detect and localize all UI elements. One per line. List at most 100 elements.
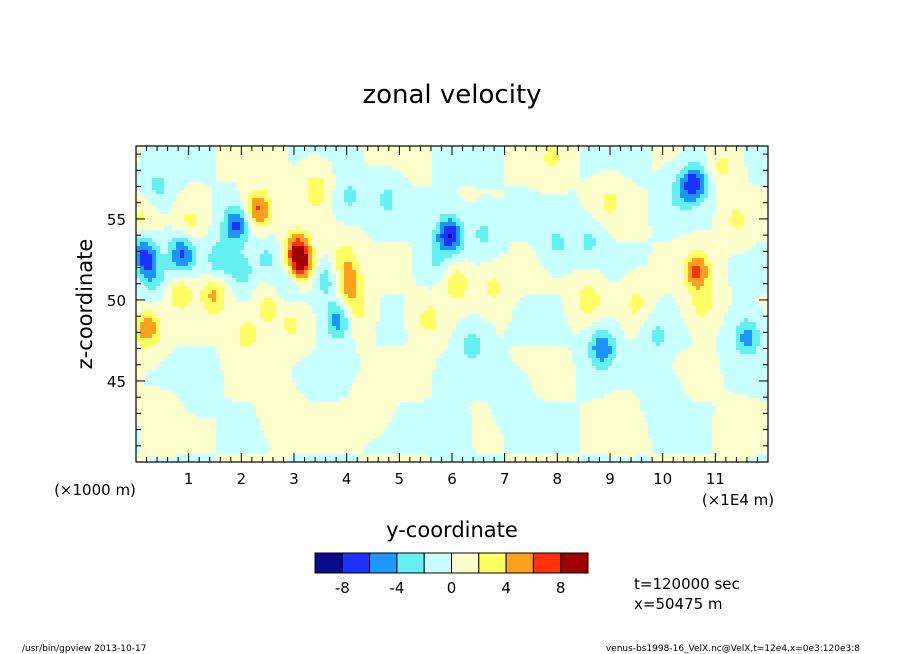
field-cell bbox=[496, 194, 501, 199]
field-cell bbox=[576, 186, 581, 191]
field-cell bbox=[192, 230, 197, 235]
field-cell bbox=[232, 218, 237, 223]
field-cell bbox=[696, 230, 701, 235]
field-cell bbox=[164, 190, 169, 195]
field-cell bbox=[444, 150, 449, 155]
field-cell bbox=[144, 206, 149, 211]
field-cell bbox=[176, 250, 181, 255]
field-cell bbox=[500, 270, 505, 275]
field-cell bbox=[580, 186, 585, 191]
field-cell bbox=[420, 202, 425, 207]
field-cell bbox=[196, 254, 201, 259]
field-cell bbox=[760, 198, 765, 203]
field-cell bbox=[384, 230, 389, 235]
field-cell bbox=[428, 214, 433, 219]
field-cell bbox=[204, 162, 209, 167]
field-cell bbox=[328, 202, 333, 207]
field-cell bbox=[560, 210, 565, 215]
field-cell bbox=[292, 218, 297, 223]
field-cell bbox=[552, 222, 557, 227]
field-cell bbox=[432, 270, 437, 275]
field-cell bbox=[712, 154, 717, 159]
field-cell bbox=[200, 206, 205, 211]
field-cell bbox=[196, 186, 201, 191]
field-cell bbox=[312, 222, 317, 227]
field-cell bbox=[632, 246, 637, 251]
field-cell bbox=[624, 178, 629, 183]
field-cell bbox=[452, 178, 457, 183]
field-cell bbox=[204, 230, 209, 235]
field-cell bbox=[520, 246, 525, 251]
field-cell bbox=[684, 190, 689, 195]
field-cell bbox=[380, 146, 385, 151]
field-cell bbox=[304, 178, 309, 183]
field-cell bbox=[140, 270, 145, 275]
field-cell bbox=[488, 230, 493, 235]
field-cell bbox=[564, 262, 569, 267]
field-cell bbox=[696, 254, 701, 259]
field-cell bbox=[396, 146, 401, 151]
field-cell bbox=[260, 162, 265, 167]
field-cell bbox=[320, 162, 325, 167]
field-cell bbox=[364, 266, 369, 271]
field-cell bbox=[432, 202, 437, 207]
field-cell bbox=[604, 158, 609, 163]
field-cell bbox=[236, 198, 241, 203]
field-cell bbox=[760, 214, 765, 219]
field-cell bbox=[752, 146, 757, 151]
field-cell bbox=[680, 266, 685, 271]
field-cell bbox=[412, 182, 417, 187]
field-cell bbox=[348, 210, 353, 215]
field-cell bbox=[740, 154, 745, 159]
field-cell bbox=[540, 162, 545, 167]
field-cell bbox=[400, 206, 405, 211]
field-cell bbox=[388, 186, 393, 191]
field-cell bbox=[316, 210, 321, 215]
field-cell bbox=[564, 218, 569, 223]
field-cell bbox=[612, 202, 617, 207]
field-cell bbox=[364, 222, 369, 227]
field-cell bbox=[680, 194, 685, 199]
field-cell bbox=[328, 170, 333, 175]
field-cell bbox=[684, 182, 689, 187]
field-cell bbox=[388, 238, 393, 243]
field-cell bbox=[680, 166, 685, 171]
field-cell bbox=[468, 194, 473, 199]
field-cell bbox=[384, 166, 389, 171]
field-cell bbox=[708, 230, 713, 235]
field-cell bbox=[696, 226, 701, 231]
field-cell bbox=[224, 226, 229, 231]
field-cell bbox=[188, 250, 193, 255]
field-cell bbox=[732, 190, 737, 195]
field-cell bbox=[416, 262, 421, 267]
field-cell bbox=[444, 170, 449, 175]
field-cell bbox=[396, 270, 401, 275]
field-cell bbox=[160, 258, 165, 263]
field-cell bbox=[228, 194, 233, 199]
field-cell bbox=[340, 206, 345, 211]
field-cell bbox=[580, 170, 585, 175]
field-cell bbox=[496, 262, 501, 267]
field-cell bbox=[404, 174, 409, 179]
field-cell bbox=[332, 170, 337, 175]
field-cell bbox=[324, 250, 329, 255]
field-cell bbox=[136, 154, 141, 159]
field-cell bbox=[476, 190, 481, 195]
field-cell bbox=[472, 222, 477, 227]
field-cell bbox=[524, 166, 529, 171]
field-cell bbox=[580, 266, 585, 271]
field-cell bbox=[308, 254, 313, 259]
field-cell bbox=[188, 226, 193, 231]
field-cell bbox=[260, 150, 265, 155]
field-cell bbox=[280, 194, 285, 199]
field-cell bbox=[356, 190, 361, 195]
field-cell bbox=[664, 214, 669, 219]
field-cell bbox=[260, 250, 265, 255]
field-cell bbox=[568, 178, 573, 183]
field-cell bbox=[628, 202, 633, 207]
field-cell bbox=[272, 146, 277, 151]
field-cell bbox=[448, 170, 453, 175]
field-cell bbox=[656, 234, 661, 239]
field-cell bbox=[208, 194, 213, 199]
field-cell bbox=[296, 270, 301, 275]
